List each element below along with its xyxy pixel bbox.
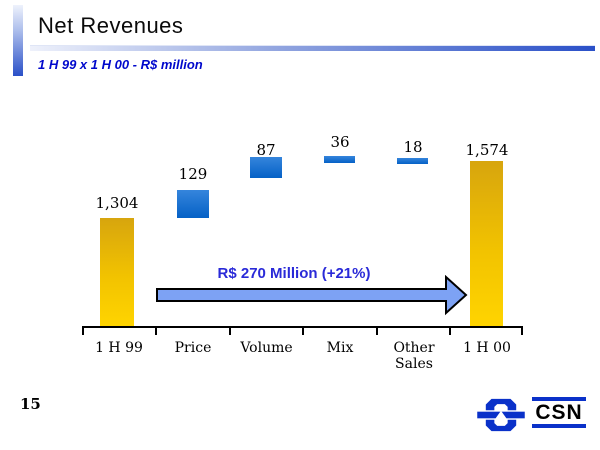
category-label-1h99: 1 H 99 bbox=[95, 340, 143, 356]
csn-logo-bottom-bar bbox=[532, 424, 586, 428]
x-axis-tick bbox=[376, 326, 378, 335]
page-number: 15 bbox=[20, 395, 41, 413]
x-axis-tick bbox=[82, 326, 84, 335]
growth-arrow-icon bbox=[156, 275, 468, 316]
growth-annotation: R$ 270 Million (+21%) bbox=[217, 265, 371, 282]
value-label-1h00: 1,574 bbox=[465, 141, 509, 159]
value-label-other-sales: 18 bbox=[403, 138, 423, 156]
csn-logo-text: CSN bbox=[535, 401, 583, 424]
category-label-1h00: 1 H 00 bbox=[463, 340, 511, 356]
value-label-price: 129 bbox=[178, 165, 208, 183]
page-title: Net Revenues bbox=[38, 13, 184, 38]
bar-mix-delta bbox=[324, 156, 355, 163]
category-label-mix: Mix bbox=[326, 340, 354, 356]
x-axis-tick bbox=[229, 326, 231, 335]
category-label-other-sales: Other Sales bbox=[393, 340, 435, 373]
x-axis-tick bbox=[302, 326, 304, 335]
x-axis-tick bbox=[521, 326, 523, 335]
x-axis-tick bbox=[449, 326, 451, 335]
csn-logo-top-bar bbox=[532, 397, 586, 401]
bar-other-sales-delta bbox=[397, 158, 428, 164]
bar-1h00-total bbox=[470, 161, 503, 326]
bar-price-delta bbox=[177, 190, 209, 218]
category-label-volume: Volume bbox=[240, 340, 293, 356]
value-label-mix: 36 bbox=[330, 133, 350, 151]
csn-emblem-icon bbox=[477, 398, 525, 432]
x-axis-tick bbox=[155, 326, 157, 335]
csn-logo: CSN bbox=[476, 395, 586, 435]
category-label-price: Price bbox=[174, 340, 212, 356]
bar-volume-delta bbox=[250, 157, 282, 178]
title-rule-divider bbox=[30, 45, 595, 51]
value-label-1h99: 1,304 bbox=[95, 194, 139, 212]
value-label-volume: 87 bbox=[256, 141, 276, 159]
chart-subtitle: 1 H 99 x 1 H 00 - R$ million bbox=[38, 57, 203, 72]
csn-logo-textblock: CSN bbox=[532, 397, 586, 428]
title-accent-bar bbox=[13, 5, 23, 76]
bar-1h99-total bbox=[100, 218, 134, 326]
